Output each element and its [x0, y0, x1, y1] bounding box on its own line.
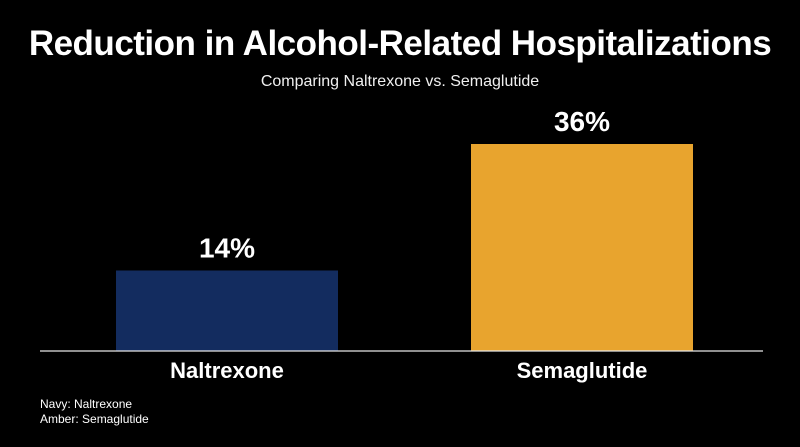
legend-entry-naltrexone: Navy: Naltrexone — [40, 397, 133, 411]
legend: Navy: Naltrexone Amber: Semaglutide — [40, 397, 149, 427]
bar-naltrexone — [116, 270, 338, 351]
value-label-naltrexone: 14% — [199, 233, 255, 264]
category-label-semaglutide: Semaglutide — [517, 358, 648, 383]
labels-layer: 14% Naltrexone 36% Semaglutide — [170, 106, 647, 383]
legend-entry-semaglutide: Amber: Semaglutide — [40, 412, 149, 426]
chart-title: Reduction in Alcohol-Related Hospitaliza… — [28, 24, 772, 63]
value-label-semaglutide: 36% — [554, 106, 610, 137]
category-label-naltrexone: Naltrexone — [170, 358, 284, 383]
bar-semaglutide — [471, 144, 693, 351]
bars-layer — [116, 144, 693, 351]
chart-subtitle: Comparing Naltrexone vs. Semaglutide — [260, 73, 540, 90]
